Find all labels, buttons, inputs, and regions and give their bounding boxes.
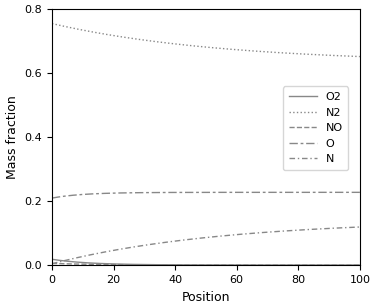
X-axis label: Position: Position [182, 291, 230, 304]
Y-axis label: Mass fraction: Mass fraction [6, 95, 19, 179]
Legend: O2, N2, NO, O, N: O2, N2, NO, O, N [283, 86, 348, 170]
